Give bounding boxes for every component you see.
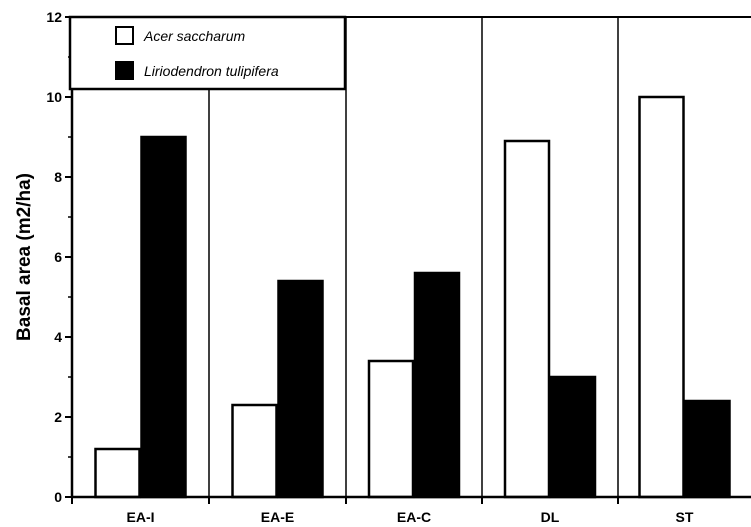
y-tick-label: 8 — [54, 169, 62, 185]
bar-acer-st — [638, 95, 685, 499]
bar-acer-dl — [503, 139, 551, 499]
bar-liriodendron-dl — [549, 375, 597, 499]
x-category-label: EA-E — [261, 509, 294, 525]
bar-liriodendron-ea-c — [413, 271, 461, 499]
y-tick-label: 10 — [46, 89, 62, 105]
y-tick-label: 0 — [54, 489, 62, 505]
x-category-labels: EA-I EA-E EA-C DL ST — [127, 509, 694, 525]
x-category-label: EA-C — [397, 509, 431, 525]
legend: Acer saccharum Liriodendron tulipifera — [68, 15, 347, 91]
bar-acer-ea-i — [94, 447, 141, 499]
y-tick-label: 6 — [54, 249, 62, 265]
y-ticks: 0 2 4 6 8 10 12 — [46, 9, 72, 505]
legend-label-acer: Acer saccharum — [143, 28, 245, 44]
bar-acer-ea-e — [231, 403, 278, 499]
bar-liriodendron-st — [684, 399, 731, 499]
legend-swatch-liriodendron — [115, 61, 134, 80]
bar-acer-ea-c — [367, 359, 415, 499]
legend-label-liriodendron: Liriodendron tulipifera — [144, 63, 279, 79]
bars — [94, 95, 731, 499]
x-category-label: EA-I — [127, 509, 155, 525]
bar-liriodendron-ea-e — [277, 279, 324, 499]
x-category-label: DL — [541, 509, 560, 525]
x-category-label: ST — [676, 509, 694, 525]
y-tick-label: 4 — [54, 329, 62, 345]
bar-liriodendron-ea-i — [140, 135, 187, 499]
y-axis-label: Basal area (m2/ha) — [14, 173, 35, 341]
y-tick-label: 2 — [54, 409, 62, 425]
y-tick-label: 12 — [46, 9, 62, 25]
legend-swatch-acer — [115, 26, 134, 45]
